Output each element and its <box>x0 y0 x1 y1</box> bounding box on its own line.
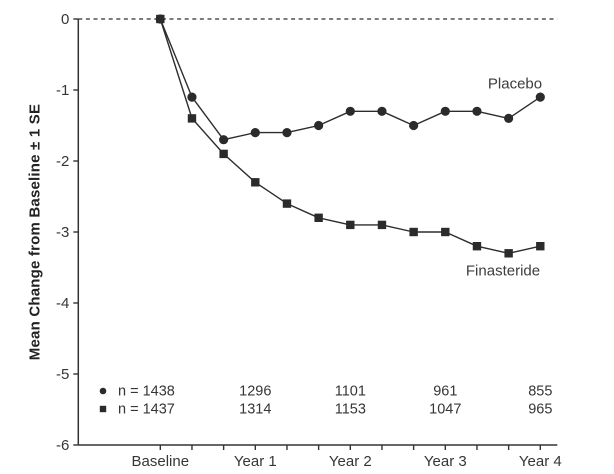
data-point-square <box>282 199 292 208</box>
data-point-square <box>409 227 418 237</box>
series-label-finasteride: Finasteride <box>465 262 541 280</box>
x-tick-label: Year 1 <box>234 453 277 470</box>
y-tick-label: 0 <box>61 11 69 28</box>
data-point-square <box>441 227 450 237</box>
data-point-circle <box>472 106 482 116</box>
data-point-square <box>472 242 482 251</box>
n-count-value: 855 <box>528 384 552 400</box>
data-point-square <box>536 242 545 251</box>
data-point-circle <box>345 106 355 116</box>
x-tick-label: Year 2 <box>329 453 372 470</box>
data-point-circle <box>187 92 197 102</box>
y-tick-label: -6 <box>56 437 69 454</box>
data-point-circle <box>282 128 292 138</box>
y-tick-label: -4 <box>56 295 69 312</box>
y-tick-label: -3 <box>56 224 69 241</box>
n-count-value: 1101 <box>335 384 366 400</box>
n-count-value: 1314 <box>239 402 271 418</box>
data-point-square <box>219 149 228 159</box>
data-point-circle <box>409 120 419 131</box>
n-count-value: 1153 <box>335 402 366 418</box>
legend-circle-icon <box>99 387 107 395</box>
data-point-circle <box>504 113 514 123</box>
data-point-square <box>504 249 513 258</box>
n-count-label: n = 1437 <box>118 402 175 418</box>
data-point-circle <box>535 92 545 102</box>
n-count-value: 1047 <box>429 402 461 418</box>
n-count-label: n = 1438 <box>118 384 175 400</box>
n-count-value: 1296 <box>239 384 271 400</box>
series-line-placebo <box>159 18 541 141</box>
data-point-square <box>377 220 387 230</box>
n-count-value: 965 <box>528 402 552 418</box>
data-point-circle <box>440 106 450 116</box>
x-tick-label: Year 3 <box>424 453 467 470</box>
y-tick-label: -2 <box>56 153 69 170</box>
series-line-finasteride <box>159 18 541 255</box>
data-point-circle <box>314 120 324 131</box>
data-point-circle <box>250 128 260 138</box>
data-point-circle <box>219 135 229 145</box>
data-point-circle <box>377 106 387 116</box>
data-point-square <box>251 178 260 187</box>
data-point-square <box>314 213 323 222</box>
y-tick-label: -5 <box>56 366 69 383</box>
x-tick-label: Year 4 <box>519 453 562 470</box>
data-point-square <box>346 220 355 230</box>
data-point-square <box>156 14 165 24</box>
series-label-placebo: Placebo <box>487 75 543 93</box>
y-tick-label: -1 <box>56 82 69 99</box>
x-tick-label: Baseline <box>132 453 190 470</box>
legend-square-icon <box>99 405 107 413</box>
n-count-value: 961 <box>433 384 457 400</box>
data-point-square <box>187 114 197 123</box>
y-axis-title: Mean Change from Baseline ± 1 SE <box>26 103 44 361</box>
